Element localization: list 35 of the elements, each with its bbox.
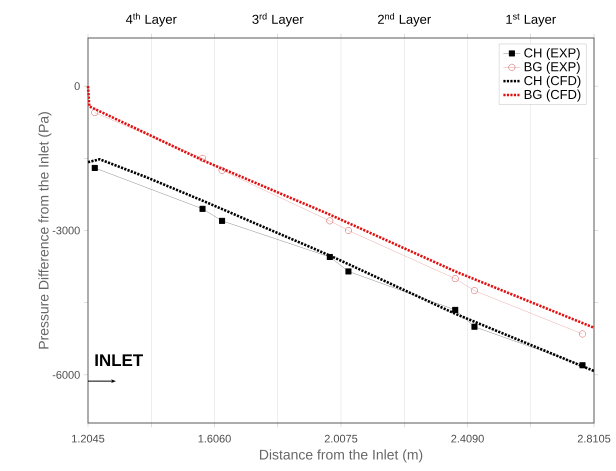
point	[344, 227, 352, 234]
legend-label: BG (CFD)	[524, 90, 580, 102]
annotation: INLET	[95, 354, 144, 366]
x-tick-label: 2.8105	[578, 434, 610, 443]
point	[218, 166, 226, 174]
point	[452, 275, 459, 282]
point	[579, 362, 586, 368]
y-tick-label: -3000	[52, 226, 80, 234]
text: 4$^{th}$ Layer	[126, 12, 177, 26]
x-tick-label: 2.0075	[324, 434, 358, 443]
text: 2$^{nd}$ Layer	[378, 12, 431, 26]
point	[345, 268, 352, 274]
x-axis-title: Distance from the Inlet (m)	[260, 449, 422, 462]
y-tick-label: 0	[74, 82, 80, 90]
x-tick-label: 2.4090	[451, 434, 484, 443]
text: 3$^{rd}$ Layer	[252, 12, 304, 26]
point	[452, 306, 458, 313]
point	[219, 218, 226, 224]
point	[471, 324, 478, 330]
point	[579, 330, 586, 338]
y-axis-title: Pressure Difference from the Inlet (Pa)	[38, 112, 52, 349]
x-tick-label: 1.2045	[72, 434, 104, 443]
point	[199, 206, 206, 212]
point	[91, 109, 98, 116]
legend-label: CH (CFD)	[524, 76, 580, 88]
text: 1$^{st}$ Layer	[506, 14, 556, 26]
point	[92, 164, 98, 171]
y-tick-label: -6000	[52, 371, 80, 379]
legend-label: CH (EXP)	[524, 48, 580, 60]
point	[199, 154, 206, 162]
point	[471, 287, 478, 294]
x-tick-label: 1.6060	[198, 434, 231, 443]
point	[326, 254, 333, 260]
point	[326, 217, 334, 224]
legend-label: BG (EXP)	[524, 62, 580, 74]
